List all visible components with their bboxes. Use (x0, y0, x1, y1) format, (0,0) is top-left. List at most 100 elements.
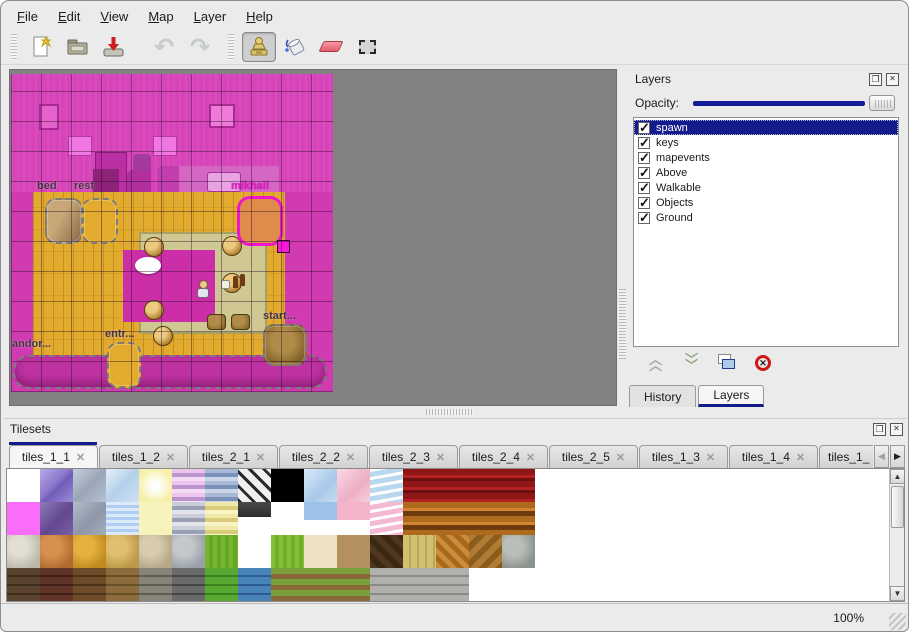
tileset-tile[interactable] (7, 469, 40, 502)
layer-visibility-checkbox[interactable] (638, 195, 650, 211)
tab-layers[interactable]: Layers (698, 385, 765, 407)
tileset-tile[interactable] (139, 568, 172, 601)
close-tab-icon[interactable] (436, 451, 445, 464)
tileset-scrollbar[interactable] (889, 469, 904, 601)
raise-layer-button[interactable]: ︿ ︿ (643, 351, 667, 375)
duplicate-layer-button[interactable] (715, 351, 739, 375)
layer-row-mapevents[interactable]: mapevents (634, 150, 898, 166)
menu-view[interactable]: View (100, 8, 129, 24)
tileset-tile[interactable] (370, 502, 403, 535)
scroll-down-icon[interactable] (890, 586, 904, 601)
layer-visibility-checkbox[interactable] (638, 210, 650, 226)
tileset-tab[interactable]: tiles_2_2 (279, 445, 368, 469)
tileset-tile[interactable] (403, 502, 436, 535)
layer-visibility-checkbox[interactable] (638, 150, 650, 166)
tileset-tile[interactable] (370, 469, 403, 502)
layer-row-objects[interactable]: Objects (634, 195, 898, 211)
tileset-tile[interactable] (238, 502, 271, 535)
tileset-tile[interactable] (172, 535, 205, 568)
tileset-tile[interactable] (106, 535, 139, 568)
tileset-tab[interactable]: tiles_1_ (819, 445, 873, 469)
scroll-up-icon[interactable] (890, 469, 904, 484)
scrollbar-thumb[interactable] (891, 486, 904, 528)
tileset-tile[interactable] (7, 502, 40, 535)
map-view[interactable]: bed rest mikhail start... entr... andor.… (9, 69, 617, 406)
menu-file[interactable]: File (17, 8, 38, 24)
opacity-slider-handle[interactable] (869, 95, 895, 111)
tileset-tab[interactable]: tiles_2_3 (369, 445, 458, 469)
menu-help[interactable]: Help (246, 8, 273, 24)
opacity-slider-track[interactable] (693, 101, 865, 106)
tileset-tile[interactable] (172, 568, 205, 601)
tileset-tile[interactable] (40, 502, 73, 535)
tileset-tile[interactable] (73, 568, 106, 601)
float-panel-icon[interactable] (873, 422, 886, 436)
toolbar-drag-handle[interactable] (228, 33, 234, 60)
stamp-brush-button[interactable] (242, 31, 276, 62)
layer-row-ground[interactable]: Ground (634, 210, 898, 226)
menu-map[interactable]: Map (148, 8, 174, 24)
layer-row-keys[interactable]: keys (634, 135, 898, 151)
tileset-tab[interactable]: tiles_1_2 (99, 445, 188, 469)
map-canvas[interactable]: bed rest mikhail start... entr... andor.… (11, 74, 333, 392)
map-object-rest[interactable] (82, 198, 118, 244)
tileset-tile[interactable] (73, 535, 106, 568)
tileset-tile[interactable] (106, 502, 139, 535)
tileset-tab[interactable]: tiles_2_5 (549, 445, 638, 469)
delete-layer-button[interactable] (751, 351, 775, 375)
tileset-tile[interactable] (7, 568, 40, 601)
close-tab-icon[interactable] (526, 451, 535, 464)
close-tab-icon[interactable] (76, 451, 85, 464)
scroll-tabs-right-button[interactable] (890, 445, 905, 468)
tileset-tile[interactable] (172, 469, 205, 502)
tileset-tile[interactable] (271, 502, 304, 535)
object-resize-handle[interactable] (277, 240, 290, 253)
tileset-tile[interactable] (469, 535, 502, 568)
tileset-tile[interactable] (304, 535, 337, 568)
tileset-tile[interactable] (502, 469, 535, 502)
tileset-tile[interactable] (337, 502, 370, 535)
tileset-tile[interactable] (40, 568, 73, 601)
tileset-tile[interactable] (403, 469, 436, 502)
layer-row-walkable[interactable]: Walkable (634, 180, 898, 196)
layer-row-above[interactable]: Above (634, 165, 898, 181)
map-object-bed[interactable] (45, 198, 83, 244)
tileset-tile[interactable] (172, 502, 205, 535)
float-panel-icon[interactable] (869, 72, 882, 86)
tileset-tile[interactable] (337, 469, 370, 502)
tileset-tab[interactable]: tiles_1_3 (639, 445, 728, 469)
tileset-tile[interactable] (403, 535, 436, 568)
tileset-tile[interactable] (73, 469, 106, 502)
map-object-mikhail-selected[interactable] (237, 196, 290, 253)
open-file-button[interactable] (61, 32, 95, 62)
scroll-tabs-left-button[interactable] (874, 445, 889, 468)
tileset-tile[interactable] (40, 535, 73, 568)
tileset-tile[interactable] (7, 535, 40, 568)
tab-history[interactable]: History (629, 385, 697, 407)
tileset-tile[interactable] (337, 568, 370, 601)
save-file-button[interactable] (97, 32, 131, 62)
tileset-tab[interactable]: tiles_1_1 (9, 445, 98, 469)
tileset-tile[interactable] (73, 502, 106, 535)
tileset-tile[interactable] (205, 568, 238, 601)
tileset-tile[interactable] (469, 502, 502, 535)
resize-grip[interactable] (889, 613, 906, 630)
tileset-tile[interactable] (205, 535, 238, 568)
menu-layer[interactable]: Layer (193, 8, 227, 24)
splitter-grip[interactable] (619, 289, 626, 359)
tileset-tile[interactable] (436, 535, 469, 568)
close-tab-icon[interactable] (796, 451, 805, 464)
vertical-splitter[interactable] (618, 69, 627, 406)
tileset-tab[interactable]: tiles_2_4 (459, 445, 548, 469)
layer-visibility-checkbox[interactable] (638, 165, 650, 181)
tileset-tile[interactable] (370, 568, 403, 601)
close-panel-icon[interactable] (890, 422, 903, 436)
toolbar-drag-handle[interactable] (11, 33, 17, 60)
tileset-tile[interactable] (436, 469, 469, 502)
tileset-tile[interactable] (337, 535, 370, 568)
bucket-fill-button[interactable] (278, 32, 312, 62)
tileset-tile[interactable] (403, 568, 436, 601)
tileset-view[interactable] (6, 468, 905, 602)
layer-visibility-checkbox[interactable] (638, 120, 650, 136)
tileset-tile[interactable] (304, 502, 337, 535)
